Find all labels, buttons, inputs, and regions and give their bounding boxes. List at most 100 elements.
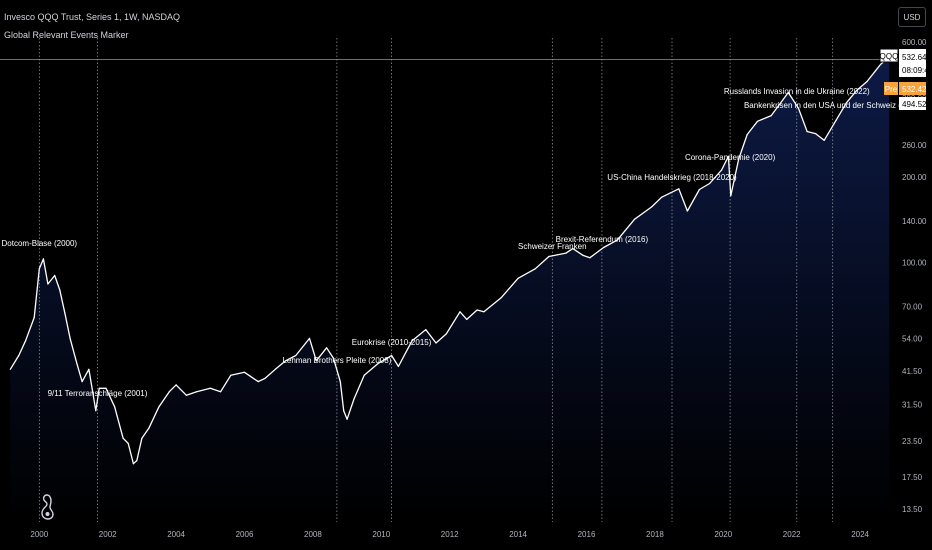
data-point [650, 206, 653, 208]
data-point [476, 309, 478, 311]
event-label[interactable]: Dotcom-Blase (2000) [2, 239, 78, 248]
y-tick-label: 54.00 [902, 334, 923, 343]
data-point [339, 381, 341, 383]
data-point [727, 155, 730, 157]
x-tick-label: 2008 [304, 530, 322, 539]
data-point [698, 188, 701, 191]
data-point [377, 363, 379, 365]
data-point [548, 255, 550, 258]
data-point [168, 391, 170, 393]
price-badge [899, 49, 926, 77]
y-tick-label: 140.00 [902, 217, 927, 226]
currency-button[interactable]: USD [898, 7, 926, 27]
data-point [845, 102, 848, 104]
data-point [69, 337, 71, 339]
data-point [114, 406, 116, 408]
y-tick-label: 600.00 [902, 38, 927, 47]
level-badge [899, 97, 926, 110]
data-point [315, 360, 317, 362]
data-point [132, 463, 134, 465]
data-point [797, 107, 800, 109]
chart-title: Invesco QQQ Trust, Series 1, 1W, NASDAQ [4, 12, 181, 22]
data-point [391, 354, 393, 357]
price-series-line[interactable] [9, 56, 890, 465]
event-label[interactable]: Russlands Invasion in die Ukraine (2022) [724, 87, 870, 96]
data-point [582, 254, 584, 256]
y-tick-label: 260.00 [902, 141, 927, 150]
data-point [346, 418, 348, 420]
indicator-name[interactable]: Global Relevant Events Marker [4, 30, 129, 40]
data-point [738, 158, 740, 160]
event-label[interactable]: 9/11 Terroranschläge (2001) [48, 389, 148, 398]
y-tick-label: 200.00 [902, 173, 927, 182]
data-point [230, 374, 232, 376]
tradingview-logo-icon [41, 494, 54, 520]
data-point [874, 70, 877, 72]
data-point [880, 63, 882, 65]
data-point [136, 460, 138, 462]
data-point [332, 357, 334, 359]
data-point [616, 239, 618, 241]
data-point [42, 258, 45, 260]
data-point [148, 427, 150, 429]
x-tick-label: 2016 [578, 530, 596, 539]
data-point [721, 169, 723, 171]
x-tick-label: 2020 [714, 530, 732, 539]
data-point [806, 130, 808, 133]
data-point [18, 354, 20, 357]
data-point [787, 91, 789, 94]
data-point [709, 182, 711, 185]
data-point [38, 268, 40, 270]
data-point [81, 381, 83, 383]
price-badge-countdown: 08:09:47 [902, 66, 932, 75]
y-tick-label: 23.50 [902, 437, 923, 446]
data-point [257, 381, 259, 383]
data-point [295, 354, 297, 357]
data-point [633, 218, 636, 220]
data-point [866, 81, 868, 83]
data-point [661, 196, 663, 198]
data-point [285, 360, 287, 362]
data-point [730, 195, 732, 197]
data-point [815, 133, 817, 135]
data-point [59, 289, 61, 291]
data-point [98, 387, 100, 389]
data-point [95, 410, 97, 412]
event-label[interactable]: Eurokrise (2010-2015) [352, 338, 432, 347]
x-tick-label: 2004 [167, 530, 185, 539]
data-point [47, 283, 49, 285]
event-label[interactable]: Schweizer Franken [518, 242, 586, 251]
data-point [445, 333, 447, 335]
event-label[interactable]: Bankenkrisen in den USA und der Schweiz … [744, 101, 922, 110]
data-point [9, 368, 11, 370]
symbol-badge [879, 48, 899, 63]
data-point [220, 391, 222, 393]
data-point [196, 391, 198, 393]
data-point [122, 437, 124, 439]
data-point [88, 368, 90, 370]
data-point [25, 340, 27, 342]
data-point [466, 318, 468, 320]
data-point [411, 340, 413, 342]
y-tick-label: 70.00 [902, 302, 923, 311]
symbol-badge-label: QQQ [880, 52, 899, 61]
event-label[interactable]: Brexit-Referendum (2016) [556, 235, 649, 244]
event-label[interactable]: Lehman Brothers Pleite (2008) [282, 356, 391, 365]
data-point [483, 311, 485, 313]
data-point [308, 337, 311, 339]
y-tick-label: 13.50 [902, 505, 923, 514]
x-tick-label: 2002 [99, 530, 117, 539]
y-tick-label: 31.50 [902, 401, 923, 410]
x-tick-label: 2012 [441, 530, 459, 539]
data-point [678, 188, 680, 190]
data-point [603, 246, 605, 249]
pre-price-badge [899, 82, 926, 95]
pre-price-value: 532.42 [902, 85, 927, 94]
data-point [534, 268, 536, 270]
x-tick-label: 2010 [372, 530, 390, 539]
event-label[interactable]: US-China Handelskrieg (2018-2020) [607, 173, 737, 182]
price-badge-value: 532.64 [902, 53, 927, 62]
x-tick-label: 2006 [236, 530, 254, 539]
event-label[interactable]: Corona-Pandemie (2020) [685, 153, 776, 162]
